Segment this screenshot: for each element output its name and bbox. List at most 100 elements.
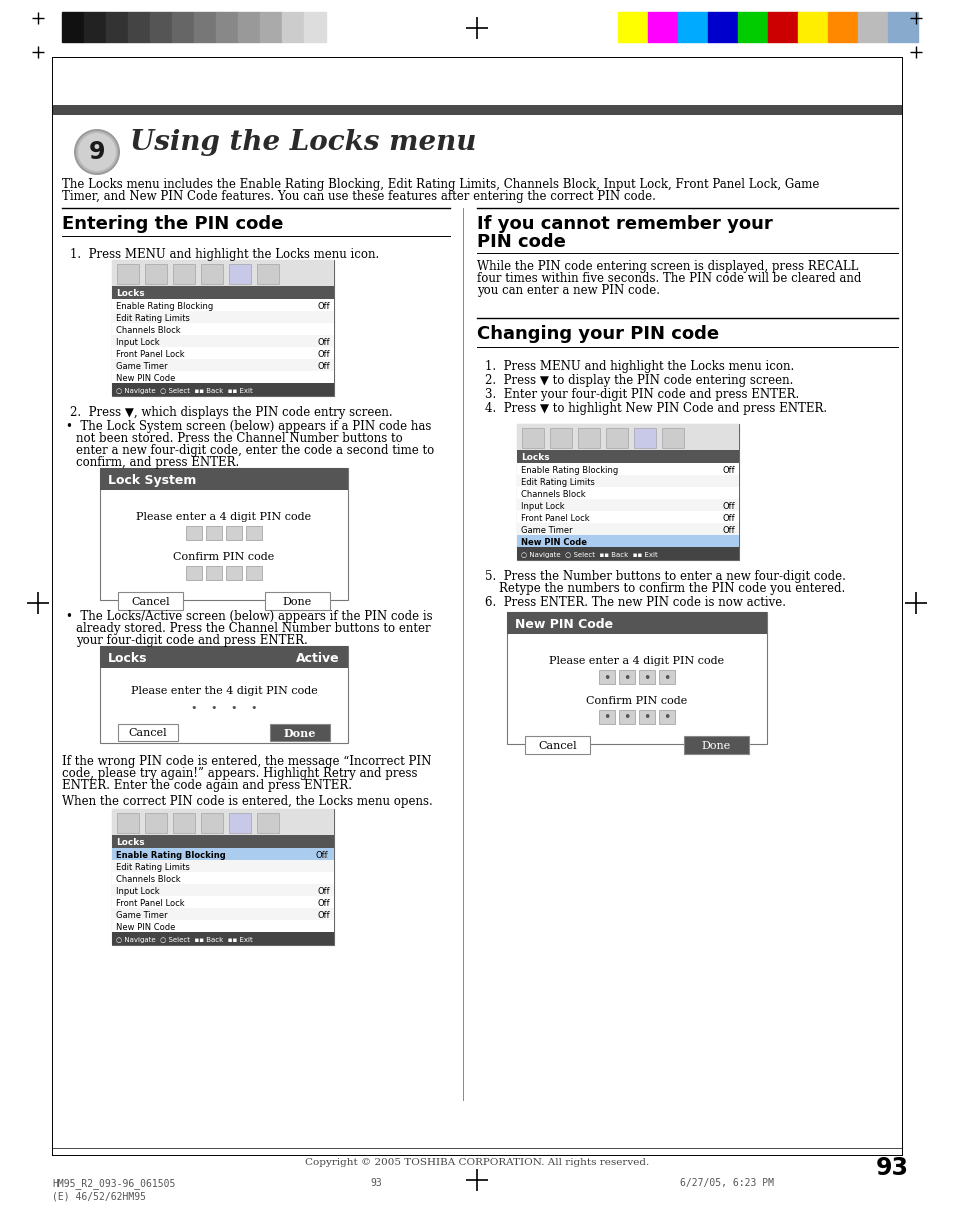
Text: Done: Done (701, 740, 730, 751)
Text: HM95_R2_093-96_061505: HM95_R2_093-96_061505 (52, 1178, 175, 1189)
Text: New PIN Code: New PIN Code (520, 538, 586, 548)
Bar (517, 487, 739, 499)
Text: 2.  Press ▼ to display the PIN code entering screen.: 2. Press ▼ to display the PIN code enter… (484, 374, 793, 387)
Text: Please enter a 4 digit PIN code: Please enter a 4 digit PIN code (136, 513, 312, 522)
Bar (639, 671, 655, 684)
Text: Locks: Locks (108, 651, 148, 665)
Bar (598, 710, 615, 724)
Text: 93: 93 (875, 1157, 908, 1179)
Text: Entering the PIN code: Entering the PIN code (62, 215, 283, 233)
Bar (618, 710, 635, 724)
Text: Timer, and New PIN Code features. You can use these features after entering the : Timer, and New PIN Code features. You ca… (62, 191, 656, 203)
Text: Off: Off (317, 911, 330, 920)
Text: •: • (251, 703, 257, 713)
Text: 6.  Press ENTER. The new PIN code is now active.: 6. Press ENTER. The new PIN code is now … (484, 596, 785, 609)
Text: Channels Block: Channels Block (116, 326, 180, 335)
Bar (186, 526, 202, 540)
Bar (112, 860, 334, 872)
Bar (524, 736, 589, 754)
Text: When the correct PIN code is entered, the Locks menu opens.: When the correct PIN code is entered, th… (62, 795, 433, 808)
Bar (517, 475, 739, 487)
Text: Edit Rating Limits: Edit Rating Limits (520, 478, 595, 487)
Text: Please enter the 4 digit PIN code: Please enter the 4 digit PIN code (131, 686, 317, 696)
Bar (201, 264, 223, 283)
Bar (827, 12, 857, 42)
Bar (100, 468, 348, 490)
Bar (578, 428, 599, 447)
Bar (100, 646, 348, 668)
Text: Game Timer: Game Timer (520, 526, 572, 535)
Text: Using the Locks menu: Using the Locks menu (130, 129, 476, 156)
Text: Front Panel Lock: Front Panel Lock (520, 514, 589, 523)
Bar (517, 450, 739, 463)
Text: 93: 93 (370, 1178, 381, 1188)
Text: Game Timer: Game Timer (116, 911, 168, 920)
Bar (100, 468, 348, 601)
Text: not been stored. Press the Channel Number buttons to: not been stored. Press the Channel Numbe… (76, 432, 402, 445)
Bar (112, 260, 334, 286)
Bar (517, 425, 739, 560)
Text: already stored. Press the Channel Number buttons to enter: already stored. Press the Channel Number… (76, 622, 430, 636)
Text: code, please try again!” appears. Highlight Retry and press: code, please try again!” appears. Highli… (62, 767, 417, 780)
Text: 6/27/05, 6:23 PM: 6/27/05, 6:23 PM (679, 1178, 773, 1188)
Text: Off: Off (317, 886, 330, 896)
Bar (112, 896, 334, 908)
Bar (237, 12, 260, 42)
Bar (282, 12, 304, 42)
Bar (517, 511, 739, 523)
Bar (647, 12, 678, 42)
Text: Off: Off (315, 851, 328, 860)
Bar (112, 884, 334, 896)
Text: Done: Done (283, 728, 315, 739)
Text: ○ Navigate  ○ Select  ▪▪ Back  ▪▪ Exit: ○ Navigate ○ Select ▪▪ Back ▪▪ Exit (520, 552, 657, 558)
Bar (678, 12, 707, 42)
Text: •  The Lock System screen (below) appears if a PIN code has: • The Lock System screen (below) appears… (66, 420, 431, 433)
Text: you can enter a new PIN code.: you can enter a new PIN code. (476, 283, 659, 297)
Text: Front Panel Lock: Front Panel Lock (116, 898, 185, 908)
Text: Cancel: Cancel (132, 597, 170, 607)
Bar (186, 566, 202, 580)
Text: •  The Locks/Active screen (below) appears if the PIN code is: • The Locks/Active screen (below) appear… (66, 610, 432, 624)
Bar (270, 724, 330, 740)
Text: 4.  Press ▼ to highlight New PIN Code and press ENTER.: 4. Press ▼ to highlight New PIN Code and… (484, 402, 826, 415)
Bar (112, 848, 334, 860)
Bar (304, 12, 326, 42)
Bar (172, 813, 194, 833)
Text: 5.  Press the Number buttons to enter a new four-digit code.: 5. Press the Number buttons to enter a n… (484, 570, 845, 582)
Text: ○ Navigate  ○ Select  ▪▪ Back  ▪▪ Exit: ○ Navigate ○ Select ▪▪ Back ▪▪ Exit (116, 388, 253, 394)
Bar (106, 12, 128, 42)
Bar (256, 813, 278, 833)
Bar (118, 592, 183, 610)
Bar (112, 809, 334, 946)
Bar (117, 813, 139, 833)
Bar (193, 12, 215, 42)
Bar (112, 335, 334, 347)
Text: Enable Rating Blocking: Enable Rating Blocking (116, 302, 213, 311)
Bar (112, 323, 334, 335)
Bar (738, 12, 767, 42)
Bar (112, 835, 334, 848)
Bar (887, 12, 917, 42)
Text: •: • (602, 672, 610, 685)
Text: New PIN Code: New PIN Code (116, 923, 175, 932)
Text: •: • (622, 672, 630, 685)
Text: Game Timer: Game Timer (116, 362, 168, 371)
Text: •: • (211, 703, 217, 713)
Bar (707, 12, 738, 42)
Text: Off: Off (721, 466, 734, 475)
Bar (145, 813, 167, 833)
Circle shape (76, 131, 118, 172)
Bar (112, 920, 334, 932)
Text: If you cannot remember your: If you cannot remember your (476, 215, 772, 233)
Circle shape (74, 129, 120, 175)
Bar (857, 12, 887, 42)
Text: Off: Off (721, 502, 734, 511)
Bar (517, 463, 739, 475)
Bar (506, 611, 766, 634)
Bar (112, 384, 334, 396)
Bar (150, 12, 172, 42)
Text: While the PIN code entering screen is displayed, press RECALL: While the PIN code entering screen is di… (476, 260, 858, 273)
Bar (118, 724, 178, 740)
Text: 3.  Enter your four-digit PIN code and press ENTER.: 3. Enter your four-digit PIN code and pr… (484, 388, 799, 402)
Bar (618, 12, 647, 42)
